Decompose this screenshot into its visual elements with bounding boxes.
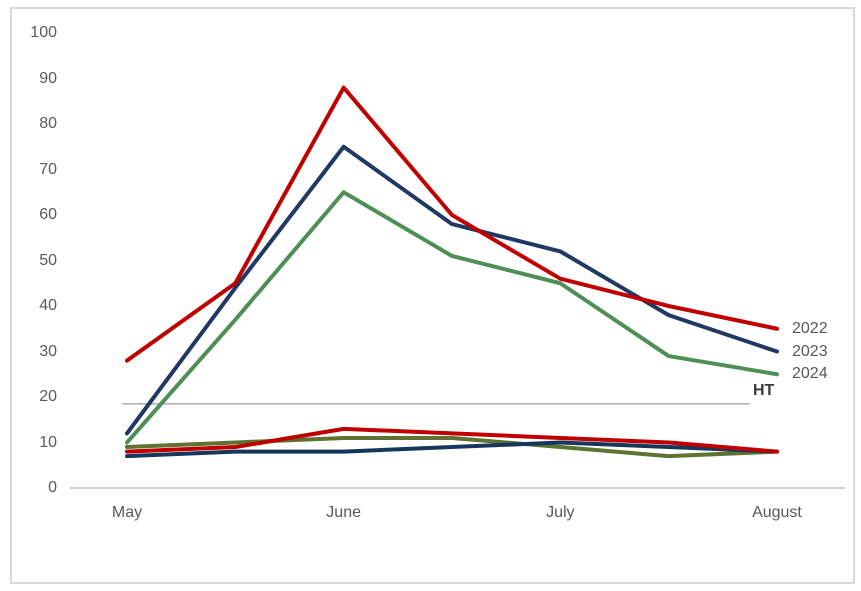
y-axis-tick-label: 100: [30, 24, 57, 41]
y-axis-tick-label: 30: [39, 342, 57, 360]
y-axis-tick-label: 20: [39, 388, 57, 405]
y-axis-tick-label: 80: [39, 115, 57, 132]
series-line-lower-navy: [125, 440, 779, 459]
x-axis-label-june: June: [326, 504, 361, 521]
x-axis-label-july: July: [546, 504, 575, 521]
series-line-lower-olive: [125, 435, 779, 459]
y-axis-tick-label: 60: [39, 206, 57, 223]
x-axis-label-may: May: [111, 504, 143, 521]
series-line-2023: [125, 144, 779, 436]
series-label-2022: 2022: [792, 319, 828, 337]
series-line-2024: [125, 190, 779, 445]
series-line-lower-red: [125, 426, 779, 454]
series-line-2022: [125, 85, 779, 363]
x-axis-label-august: August: [752, 504, 802, 521]
chart-border: [10, 7, 855, 584]
y-axis-tick-label: 70: [39, 160, 57, 178]
y-axis-tick-label: 90: [39, 69, 57, 87]
threshold-label: HT: [753, 382, 775, 399]
y-axis-tick-label: 10: [39, 433, 57, 451]
series-label-2024: 2024: [792, 365, 828, 383]
series-label-2023: 2023: [792, 342, 828, 360]
y-axis-tick-label: 50: [39, 251, 57, 269]
y-axis-tick-label: 0: [48, 479, 57, 496]
y-axis-tick-label: 40: [39, 297, 57, 314]
